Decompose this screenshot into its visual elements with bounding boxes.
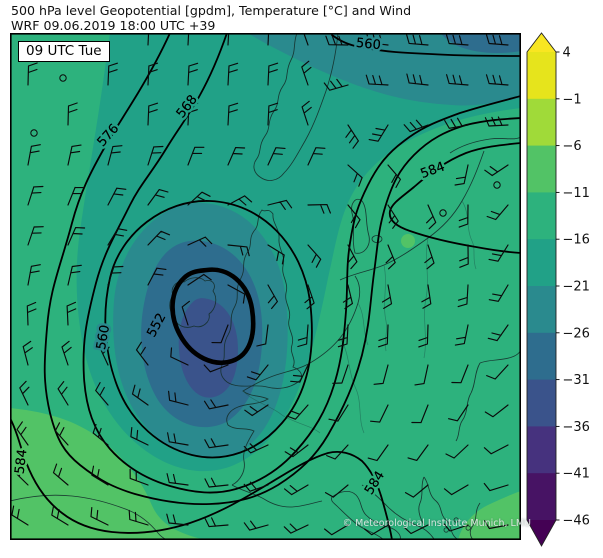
map-canvas: 5525525605605605605685685765765845845845… — [10, 33, 521, 540]
borders-layer — [242, 200, 477, 434]
geopotential-contours-layer — [10, 33, 521, 540]
copyright-text: © Meteorological Institute Munich, LMU — [342, 518, 531, 529]
temperature-colorbar: 4 −1 −6 −11 −16 −21 −26 −31 −36 −41 −46 — [526, 32, 590, 547]
svg-text:−46: −46 — [563, 514, 590, 529]
svg-text:−36: −36 — [563, 420, 590, 435]
valid-time-label: 09 UTC Tue — [18, 41, 110, 62]
svg-text:−1: −1 — [563, 92, 582, 107]
svg-text:−41: −41 — [563, 467, 590, 482]
svg-text:584: 584 — [13, 448, 31, 474]
title-block: 500 hPa level Geopotential [gpdm], Tempe… — [11, 3, 412, 34]
svg-text:560: 560 — [355, 36, 381, 54]
contour-552-thick — [170, 267, 256, 365]
coastlines-layer — [10, 33, 521, 540]
svg-text:584: 584 — [13, 448, 31, 474]
contour-568 — [82, 33, 521, 494]
contour-584-west — [10, 417, 393, 540]
calm-wind-markers — [30, 74, 501, 217]
svg-text:−6: −6 — [563, 139, 582, 154]
svg-text:560: 560 — [355, 36, 381, 54]
contour-584-east — [388, 142, 521, 254]
chart-subtitle: WRF 09.06.2019 18:00 UTC +39 — [11, 17, 216, 33]
svg-text:−26: −26 — [563, 326, 590, 341]
svg-text:560: 560 — [94, 324, 113, 351]
svg-text:−16: −16 — [563, 233, 590, 248]
contour-576 — [43, 33, 521, 506]
wind-barbs-layer — [11, 33, 509, 536]
svg-text:−21: −21 — [563, 280, 590, 295]
chart-title: 500 hPa level Geopotential [gpdm], Tempe… — [11, 3, 412, 18]
contour-560-north — [331, 34, 521, 57]
svg-text:4: 4 — [563, 46, 571, 61]
temperature-fill-layer — [10, 33, 521, 540]
map-frame — [10, 33, 521, 540]
svg-text:−31: −31 — [563, 373, 590, 388]
svg-text:−11: −11 — [563, 186, 590, 201]
